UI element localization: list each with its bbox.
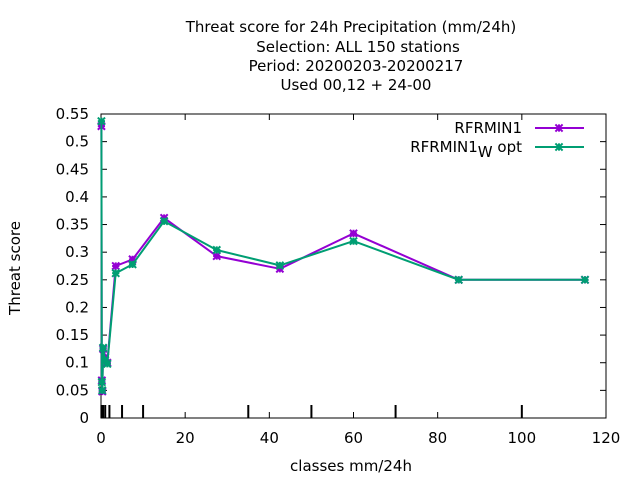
- series-2-point: [97, 116, 106, 126]
- legend-label-2-suffix: opt: [493, 138, 522, 156]
- x-tick-label: 0: [96, 429, 106, 447]
- legend-label-2-name: RFRMIN1: [410, 138, 478, 156]
- x-tick-label: 60: [344, 429, 363, 447]
- series-1-point: [128, 255, 137, 264]
- legend-point: [554, 142, 564, 152]
- legend: RFRMIN1 RFRMIN1W opt: [410, 119, 584, 161]
- legend-entry-1: RFRMIN1: [454, 119, 584, 137]
- series-2-point: [159, 216, 169, 226]
- y-tick-label: 0.1: [65, 354, 89, 372]
- series-2-point: [349, 236, 358, 246]
- y-tick-label: 0.15: [56, 326, 89, 344]
- series-2-point: [212, 245, 222, 255]
- y-tick-label: 0.2: [65, 298, 89, 316]
- series-1-point: [212, 251, 222, 261]
- series-1: [97, 121, 590, 396]
- series-2-point: [98, 343, 108, 353]
- series-2-point: [97, 386, 107, 395]
- legend-point: [554, 123, 564, 133]
- legend-marker-2: [554, 142, 564, 152]
- y-tick-label: 0.4: [65, 188, 89, 206]
- title-line-2: Selection: ALL 150 stations: [256, 38, 460, 56]
- legend-label-2-subscript: W: [478, 143, 493, 161]
- series-2-point: [111, 268, 121, 278]
- y-tick-label: 0.45: [56, 160, 89, 178]
- y-tick-label: 0.3: [65, 243, 89, 261]
- y-tick-label: 0.25: [56, 271, 89, 289]
- x-tick-label: 120: [592, 429, 621, 447]
- series-2: [97, 116, 590, 395]
- series-2-point: [580, 275, 590, 285]
- class-marks: [100, 405, 523, 418]
- series-2-point: [275, 261, 285, 270]
- series-2-point: [97, 377, 107, 387]
- x-tick-label: 40: [260, 429, 279, 447]
- series-1-line: [100, 126, 585, 393]
- series-1-point: [111, 261, 121, 271]
- x-tick-label: 80: [428, 429, 447, 447]
- y-tick-label: 0.5: [65, 133, 89, 151]
- y-axis-label: Threat score: [6, 221, 24, 316]
- series-layer: [97, 116, 590, 396]
- plot-frame: [100, 113, 607, 419]
- series-2-point: [454, 275, 464, 285]
- legend-marker-1: [554, 123, 564, 133]
- x-tick-label: 20: [176, 429, 195, 447]
- y-tick-label: 0.05: [56, 381, 89, 399]
- legend-label-1: RFRMIN1: [454, 119, 522, 137]
- y-tick-label: 0.35: [56, 216, 89, 234]
- x-tick-label: 100: [508, 429, 537, 447]
- series-2-line: [100, 121, 585, 392]
- x-axis-label: classes mm/24h: [290, 457, 412, 475]
- series-2-point: [128, 260, 137, 269]
- title-line-1: Threat score for 24h Precipitation (mm/2…: [185, 18, 517, 36]
- title-line-4: Used 00,12 + 24-00: [281, 76, 432, 94]
- series-2-point: [103, 359, 112, 369]
- axes: 0 0.05 0.1 0.15 0.2 0.25 0.3 0.35 0.4 0.45 0.5 0.55…: [56, 105, 621, 447]
- legend-entry-2: RFRMIN1W opt: [410, 138, 584, 161]
- chart-title: Threat score for 24h Precipitation (mm/2…: [185, 18, 517, 94]
- legend-label-2: RFRMIN1W opt: [410, 138, 522, 161]
- title-line-3: Period: 20200203-20200217: [249, 57, 464, 75]
- y-tick-label: 0.55: [56, 105, 89, 123]
- series-1-point: [349, 229, 358, 238]
- y-tick-label: 0: [79, 409, 89, 427]
